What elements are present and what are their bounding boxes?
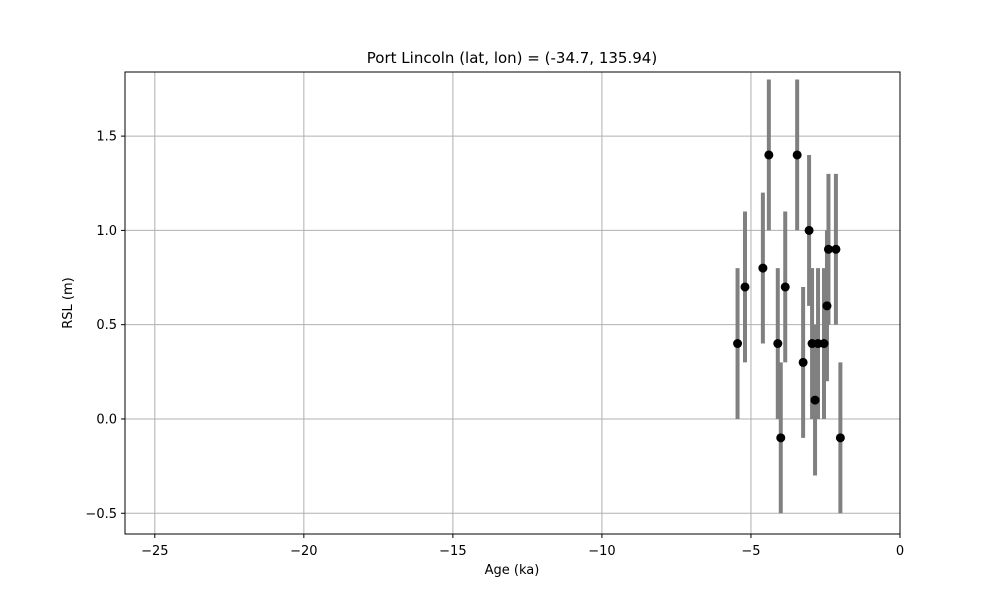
x-axis-label: Age (ka)	[485, 563, 540, 578]
x-tick-label: −25	[141, 544, 168, 559]
chart-title: Port Lincoln (lat, lon) = (-34.7, 135.94…	[367, 49, 657, 67]
y-tick-label: 0.0	[96, 412, 117, 427]
data-point	[823, 244, 833, 254]
y-tick-label: 1.0	[96, 224, 117, 239]
data-point	[810, 395, 820, 405]
data-point	[733, 339, 743, 349]
data-point	[831, 244, 841, 254]
y-tick-label: 1.5	[96, 130, 117, 145]
data-points	[733, 150, 845, 443]
x-tick-label: −10	[588, 544, 615, 559]
y-axis-label: RSL (m)	[61, 277, 76, 328]
data-point	[798, 357, 808, 367]
y-tick-label: 0.5	[96, 318, 117, 333]
y-tick-label: −0.5	[85, 507, 117, 522]
data-point	[776, 433, 786, 443]
data-point	[819, 339, 829, 349]
data-point	[792, 150, 802, 160]
data-point	[758, 263, 768, 273]
x-tick-label: −5	[741, 544, 760, 559]
data-point	[822, 301, 832, 311]
plot-frame	[124, 71, 901, 535]
y-axis: −0.5 0.0 0.5 1.0 1.5	[85, 130, 125, 522]
data-point	[835, 433, 845, 443]
data-point	[764, 150, 774, 160]
data-point	[804, 225, 814, 235]
data-point	[780, 282, 790, 292]
data-point	[773, 339, 783, 349]
data-point	[740, 282, 750, 292]
x-tick-label: −20	[290, 544, 317, 559]
x-tick-label: −15	[439, 544, 466, 559]
x-axis: −25 −20 −15 −10 −5 0	[141, 534, 904, 559]
x-tick-label: 0	[896, 544, 904, 559]
